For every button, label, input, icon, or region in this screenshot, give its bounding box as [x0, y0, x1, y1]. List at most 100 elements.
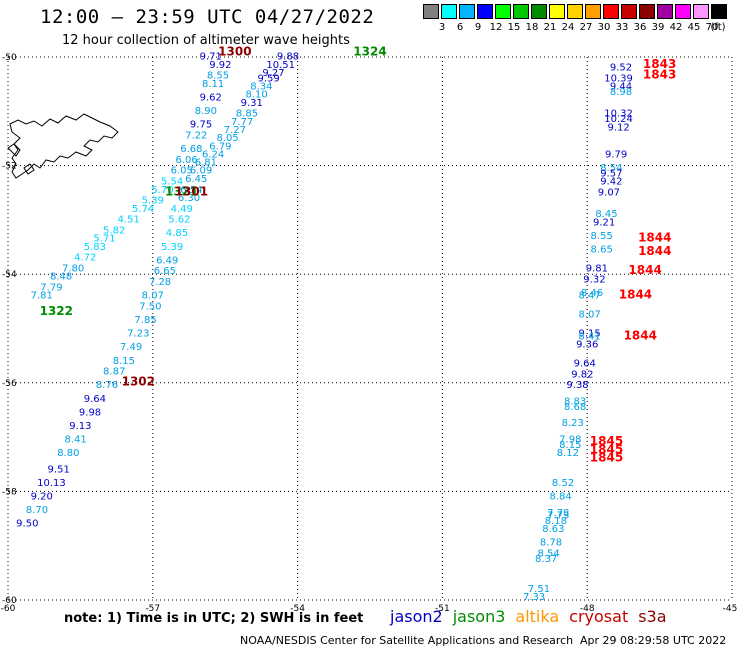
- track-value: 8.12: [557, 448, 579, 459]
- track-value: 6.81: [195, 158, 217, 169]
- pass-label: 1301: [175, 184, 208, 198]
- track-value: 6.05: [171, 166, 193, 177]
- track-value: 9.92: [209, 60, 231, 71]
- track-value: 8.63: [542, 524, 564, 535]
- satellite-cryosat: cryosat: [569, 607, 629, 626]
- track-value: 6.06: [175, 155, 197, 166]
- lat-label: -54: [2, 270, 17, 280]
- track-value: 5.74: [132, 204, 154, 215]
- track-value: 8.48: [50, 272, 72, 283]
- track-value: 7.79: [40, 282, 62, 293]
- track-value: 9.20: [31, 492, 53, 503]
- track-value: 7.77: [231, 117, 253, 128]
- track-value: 9.31: [241, 98, 263, 109]
- color-swatch: [531, 4, 547, 19]
- track-value: 5.54: [161, 177, 183, 188]
- track-value: 7.81: [31, 291, 53, 302]
- track-value: 9.12: [607, 122, 629, 133]
- track-value: 7.27: [224, 125, 246, 136]
- track-value: 4.72: [74, 253, 96, 264]
- track-value: 8.15: [113, 356, 135, 367]
- color-scale-label: 39: [651, 22, 665, 33]
- track-value: 9.52: [610, 63, 632, 74]
- track-value: 7.22: [185, 130, 207, 141]
- satellite-jason3: jason3: [452, 607, 506, 626]
- pass-label: 1845: [590, 434, 623, 448]
- color-swatch: [675, 4, 691, 19]
- coastline-islet: [23, 163, 35, 175]
- track-value: 4.49: [171, 204, 193, 215]
- track-value: 5.70: [151, 185, 173, 196]
- page-title: 12:00 – 23:59 UTC 04/27/2022: [40, 6, 375, 28]
- track-value: 9.88: [277, 52, 299, 63]
- lon-label: -57: [145, 604, 160, 614]
- track-value: 4.85: [166, 228, 188, 239]
- axis-labels: -50 -52 -54 -56 -58 -60-60 -57 -54 -51 -48 -45: [1, 53, 738, 614]
- lat-label: -50: [2, 53, 17, 63]
- pass-label: 1845: [590, 451, 623, 465]
- track-value: 10.39: [604, 73, 633, 84]
- track-value: 7.49: [120, 342, 142, 353]
- pass-label: 1844: [638, 231, 671, 245]
- track-value: 9.44: [610, 82, 632, 93]
- track-value: 8.07: [142, 291, 164, 302]
- track-value: 9.15: [578, 329, 600, 340]
- color-scale-label: 6: [456, 22, 464, 33]
- track-value: 4.51: [118, 215, 140, 226]
- color-scale-label: 33: [615, 22, 629, 33]
- track-value: 8.37: [535, 554, 557, 565]
- track-value: 8.76: [96, 380, 118, 391]
- track-value: 9.38: [566, 380, 588, 391]
- track-value: 8.11: [202, 79, 224, 90]
- lat-label: -58: [2, 487, 17, 497]
- track-value: 8.55: [207, 71, 229, 82]
- color-swatch: [621, 4, 637, 19]
- coastline-islet: [7, 143, 21, 157]
- track-value: 8.15: [559, 440, 581, 451]
- pass-label: 1843: [643, 68, 676, 82]
- track-value: 9.64: [84, 394, 106, 405]
- lon-label: -60: [1, 604, 16, 614]
- color-swatch: [711, 4, 727, 19]
- track-value: 8.54: [537, 549, 559, 560]
- track-value: 9.07: [598, 187, 620, 198]
- track-value: 8.41: [578, 331, 600, 342]
- track-value: 8.07: [578, 310, 600, 321]
- track-value: 8.41: [64, 435, 86, 446]
- color-swatch: [459, 4, 475, 19]
- satellite-legend: jason2 jason3 altika cryosat s3a: [390, 607, 677, 626]
- track-value: 8.68: [564, 402, 586, 413]
- lon-label: -48: [580, 604, 595, 614]
- track-value: 8.10: [245, 90, 267, 101]
- track-value: 9.62: [200, 92, 222, 103]
- track-value: 8.78: [540, 538, 562, 549]
- track-value: 8.18: [545, 516, 567, 527]
- color-scale-label: 12: [489, 22, 503, 33]
- track-value: 8.87: [103, 367, 125, 378]
- pass-label: 1302: [122, 375, 155, 389]
- track-value: 8.52: [552, 478, 574, 489]
- track-value: 7.85: [134, 315, 156, 326]
- track-value: 6.09: [190, 166, 212, 177]
- track-value: 6.30: [178, 193, 200, 204]
- track-value: 8.34: [250, 82, 272, 93]
- track-value: 8.05: [216, 133, 238, 144]
- pass-label: 1844: [624, 328, 657, 342]
- track-value: 9.75: [190, 120, 212, 131]
- track-value: 9.71: [200, 52, 222, 63]
- color-scale-label: 70: [705, 22, 719, 33]
- track-value: 5.82: [103, 225, 125, 236]
- track-value: 7.50: [139, 301, 161, 312]
- track-value: 9.32: [583, 274, 605, 285]
- track-value: 5.39: [161, 242, 183, 253]
- pass-label: 1845: [590, 442, 623, 456]
- track-value: 7.98: [559, 435, 581, 446]
- lon-label: -54: [290, 604, 305, 614]
- track-value: 8.46: [581, 288, 603, 299]
- lat-label: -60: [2, 596, 17, 606]
- track-value: 7.28: [149, 277, 171, 288]
- footer-timestamp: Apr 29 08:29:58 UTC 2022: [580, 634, 727, 647]
- track-value: 6.24: [202, 149, 224, 160]
- track-value: 8.65: [591, 244, 613, 255]
